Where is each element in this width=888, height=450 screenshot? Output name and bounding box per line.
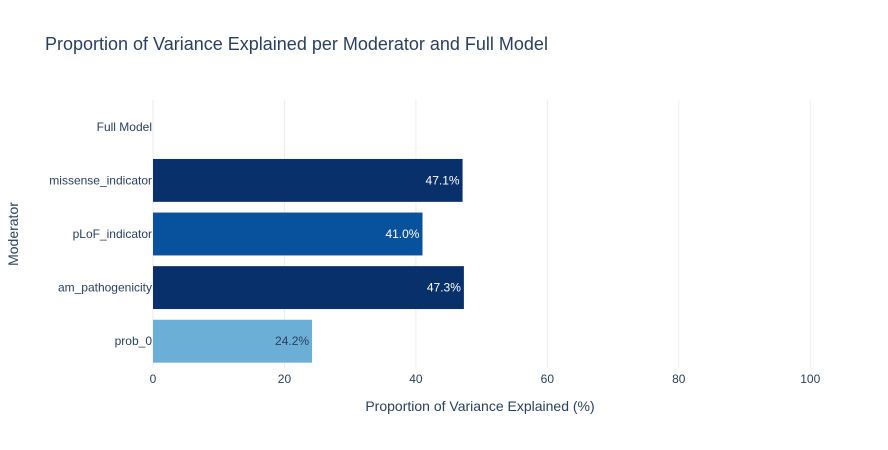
y-tick-label: Full Model xyxy=(97,120,152,134)
x-tick-label: 20 xyxy=(278,372,292,386)
bar-data-label: 41.0% xyxy=(385,227,419,241)
x-tick-label: 80 xyxy=(672,372,686,386)
y-tick-label: pLoF_indicator xyxy=(73,227,152,241)
y-tick-label: missense_indicator xyxy=(49,173,152,187)
x-tick-label: 100 xyxy=(800,372,820,386)
y-axis-ticks: prob_0 am_pathogenicity pLoF_indicator miss… xyxy=(49,120,152,348)
bar-data-label: 47.3% xyxy=(427,281,461,295)
y-tick-label: prob_0 xyxy=(115,334,153,348)
bars: 24.2% 47.3% 41.0% 47.1% xyxy=(153,158,464,363)
x-tick-label: 60 xyxy=(541,372,555,386)
bar-prob-0 xyxy=(153,319,313,363)
y-tick-label: am_pathogenicity xyxy=(58,281,152,295)
x-tick-label: 0 xyxy=(150,372,157,386)
bar-missense-indicator xyxy=(153,158,463,202)
chart-title: Proportion of Variance Explained per Mod… xyxy=(45,34,548,54)
y-axis-title: Moderator xyxy=(5,202,21,266)
bar-plof-indicator xyxy=(153,212,423,256)
x-axis-title: Proportion of Variance Explained (%) xyxy=(365,398,594,414)
bar-data-label: 47.1% xyxy=(426,173,460,187)
x-axis-ticks: 0 20 40 60 80 100 xyxy=(150,372,821,386)
bar-am-pathogenicity xyxy=(153,266,464,310)
bar-data-label: 24.2% xyxy=(275,334,309,348)
x-tick-label: 40 xyxy=(409,372,423,386)
